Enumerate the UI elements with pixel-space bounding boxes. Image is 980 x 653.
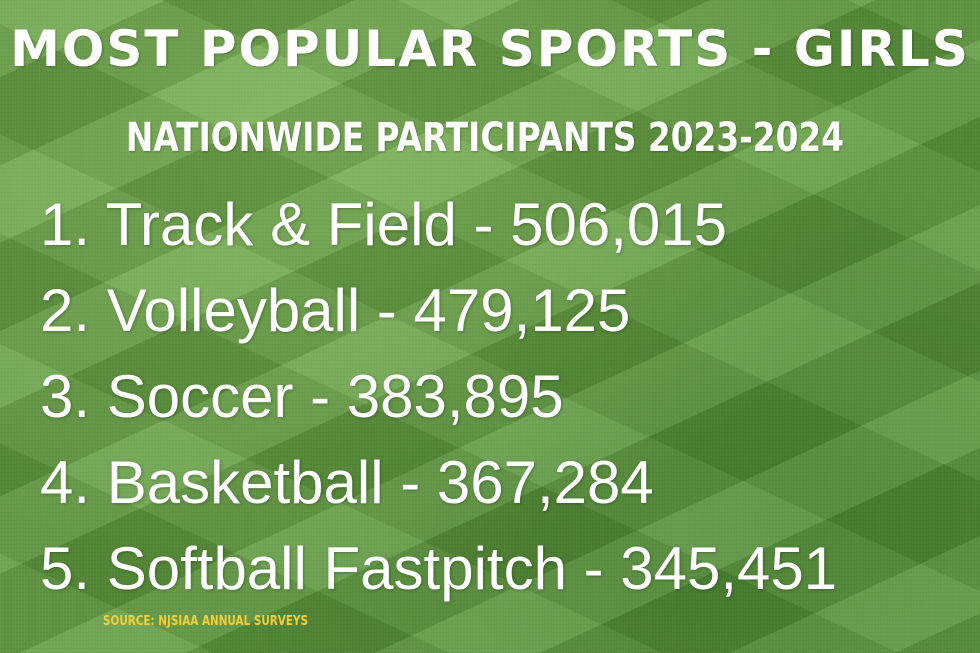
list-item-volleyball: 2. Volleyball - 479,125 — [40, 277, 631, 344]
source-credit: SOURCE: NJSIAA ANNUAL SURVEYS — [103, 614, 308, 629]
ranked-sports-list: 1. Track & Field - 506,015 2. Volleyball… — [40, 182, 970, 612]
list-item-soccer: 3. Soccer - 383,895 — [40, 363, 564, 430]
list-item-basketball: 4. Basketball - 367,284 — [40, 449, 654, 516]
list-item-track-field: 1. Track & Field - 506,015 — [40, 191, 728, 258]
graphic-subtitle: NATIONWIDE PARTICIPANTS 2023-2024 — [125, 115, 845, 161]
graphic-title: MOST POPULAR SPORTS - GIRLS — [10, 20, 970, 78]
list-item-softball: 5. Softball Fastpitch - 345,451 — [40, 535, 838, 602]
